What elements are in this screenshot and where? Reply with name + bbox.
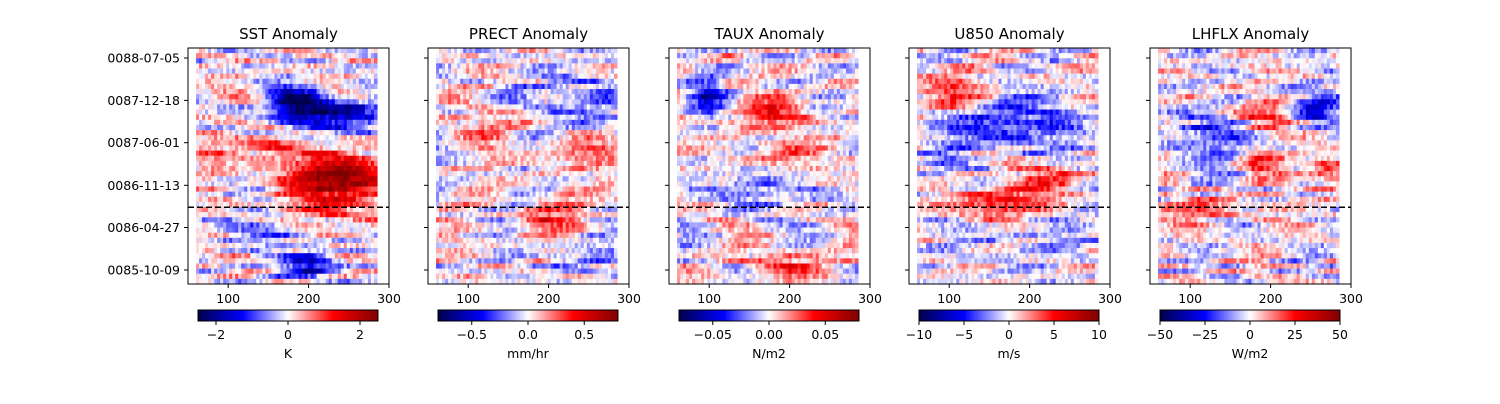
x-tick-label: 100	[216, 291, 240, 306]
x-tick-label: 300	[858, 291, 882, 306]
x-tick-label: 300	[377, 291, 401, 306]
colorbar-tick-label: 50	[1332, 327, 1348, 342]
y-tick-label: 0087-06-01	[107, 135, 180, 150]
y-tick-label: 0085-10-09	[107, 263, 180, 278]
heatmap-field	[196, 48, 378, 285]
x-tick-label: 100	[937, 291, 961, 306]
colorbar-tick-label: −10	[906, 327, 932, 342]
colorbar-tick-label: −2	[207, 327, 225, 342]
x-tick-label: 300	[1098, 291, 1122, 306]
y-tick-label: 0087-12-18	[107, 93, 180, 108]
x-tick-label: 100	[456, 291, 480, 306]
colorbar-label: W/m2	[1232, 346, 1269, 361]
y-tick-label: 0088-07-05	[107, 51, 180, 66]
x-tick-label: 200	[537, 291, 561, 306]
colorbar-tick-label: −0.5	[457, 327, 487, 342]
x-tick-label: 200	[297, 291, 321, 306]
panel-title: U850 Anomaly	[954, 25, 1064, 43]
colorbar-tick-label: 5	[1050, 327, 1058, 342]
panel-title: SST Anomaly	[239, 25, 338, 43]
colorbar-tick-label: 10	[1091, 327, 1107, 342]
heatmap-field	[917, 48, 1099, 285]
colorbar-tick-label: −5	[955, 327, 973, 342]
panel-5: LHFLX Anomaly 100 200 300 −50 −25 0 25 50 W/m2	[1146, 25, 1363, 361]
panel-title: TAUX Anomaly	[713, 25, 824, 43]
colorbar-label: N/m2	[752, 346, 786, 361]
x-tick-label: 300	[1339, 291, 1363, 306]
colorbar: −10 −5 0 5 10 m/s	[906, 310, 1107, 361]
panel-title: PRECT Anomaly	[469, 25, 588, 43]
x-tick-label: 200	[1259, 291, 1283, 306]
colorbar-label: K	[284, 346, 293, 361]
colorbar-tick-label: 0	[1246, 327, 1254, 342]
x-tick-label: 200	[778, 291, 802, 306]
heatmap-field	[436, 48, 618, 285]
colorbar: −2 0 2 K	[198, 310, 378, 361]
panel-2: PRECT Anomaly 100 200 300 −0.5 0.0 0.5 mm/hr	[424, 25, 641, 361]
heatmap-field	[1158, 48, 1340, 285]
colorbar-tick-label: 2	[356, 327, 364, 342]
x-tick-label: 200	[1018, 291, 1042, 306]
colorbar-tick-label: 0.05	[811, 327, 839, 342]
x-tick-label: 100	[697, 291, 721, 306]
colorbar-tick-label: −25	[1192, 327, 1218, 342]
colorbar-tick-label: 0.00	[755, 327, 783, 342]
x-tick-label: 100	[1178, 291, 1202, 306]
y-tick-label: 0086-04-27	[107, 220, 180, 235]
colorbar-label: mm/hr	[507, 346, 549, 361]
colorbar: −0.05 0.00 0.05 N/m2	[679, 310, 859, 361]
colorbar-tick-label: −50	[1147, 327, 1173, 342]
x-tick-label: 300	[617, 291, 641, 306]
panel-title: LHFLX Anomaly	[1192, 25, 1310, 43]
colorbar-tick-label: 0.5	[574, 327, 594, 342]
panel-3: TAUX Anomaly 100 200 300 −0.05 0.00 0.05 N/m2	[665, 25, 882, 361]
panel-4: U850 Anomaly 100 200 300 −10 −5 0 5 10 m/s	[905, 25, 1122, 361]
colorbar-tick-label: −0.05	[694, 327, 732, 342]
colorbar-label: m/s	[998, 346, 1021, 361]
colorbar-tick-label: 0.0	[518, 327, 538, 342]
colorbar: −50 −25 0 25 50 W/m2	[1147, 310, 1348, 361]
panel-1: SST Anomaly 100 200 300 0088-07-05 0087-12-18…	[107, 25, 401, 361]
colorbar-tick-label: 0	[284, 327, 292, 342]
colorbar-tick-label: 0	[1005, 327, 1013, 342]
colorbar-tick-label: 25	[1287, 327, 1303, 342]
heatmap-field	[677, 48, 859, 285]
colorbar: −0.5 0.0 0.5 mm/hr	[438, 310, 618, 361]
y-tick-label: 0086-11-13	[107, 178, 180, 193]
